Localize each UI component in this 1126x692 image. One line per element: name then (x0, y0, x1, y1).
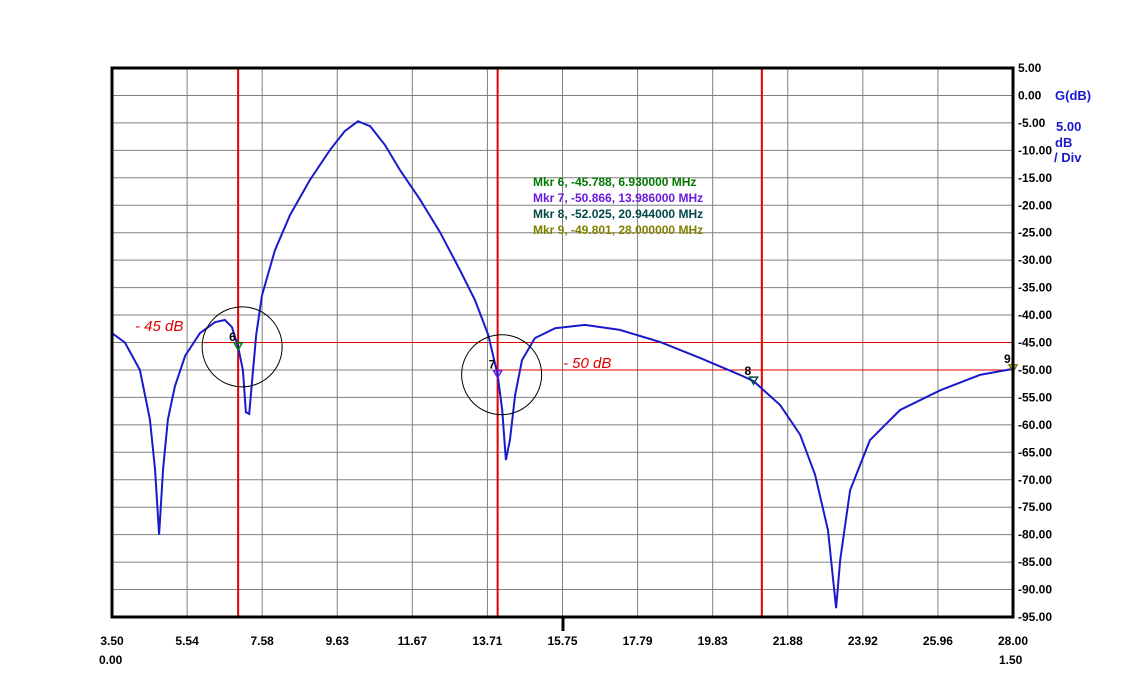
y-tick-label: -60.00 (1018, 418, 1052, 432)
y-tick-label: -45.00 (1018, 336, 1052, 350)
y-tick-label: -85.00 (1018, 555, 1052, 569)
y-tick-label: -30.00 (1018, 253, 1052, 267)
reference-lines: - 45 dB - 50 dB (135, 318, 1013, 372)
y-tick-label: -40.00 (1018, 308, 1052, 322)
x-tick-label: 7.58 (250, 634, 274, 648)
x-tick-label: 25.96 (923, 634, 953, 648)
x-tick-label: 3.50 (100, 634, 124, 648)
grid (112, 68, 1013, 617)
marker-readout: Mkr 9, -49.801, 28.000000 MHz (533, 223, 703, 237)
marker-8-label: 8 (745, 364, 752, 378)
marker-6-icon (232, 342, 244, 352)
x-tick-label: 11.67 (398, 634, 428, 648)
x-tick-label: 5.54 (175, 634, 199, 648)
y-axis-label: G(dB) (1055, 88, 1091, 103)
x-tick-label: 13.71 (472, 634, 502, 648)
x-tick-label: 28.00 (998, 634, 1028, 648)
x-tick-label: 17.79 (623, 634, 653, 648)
x-tick-label: 23.92 (848, 634, 878, 648)
reference-label: - 50 dB (563, 355, 611, 372)
x-secondary-right: 1.50 (999, 653, 1023, 667)
y-tick-label: -20.00 (1018, 198, 1052, 212)
y-tick-label: -70.00 (1018, 473, 1052, 487)
y-tick-label: 5.00 (1018, 61, 1042, 75)
y-tick-label: -25.00 (1018, 226, 1052, 240)
marker-readout: Mkr 8, -52.025, 20.944000 MHz (533, 207, 703, 221)
y-tick-label: -55.00 (1018, 390, 1052, 404)
marker-readout: Mkr 7, -50.866, 13.986000 MHz (533, 191, 703, 205)
y-tick-label: -50.00 (1018, 363, 1052, 377)
y-tick-label: -10.00 (1018, 143, 1052, 157)
y-tick-label: -5.00 (1018, 116, 1046, 130)
markers: 6 7 8 9 (201, 306, 1019, 416)
y-tick-labels: 5.00 0.00 -5.00 -10.00 -15.00 -20.00 -25.00 -30… (1018, 61, 1052, 624)
y-tick-label: -35.00 (1018, 281, 1052, 295)
scale-value: 5.00 (1056, 119, 1081, 134)
x-secondary-left: 0.00 (99, 653, 123, 667)
y-tick-label: -75.00 (1018, 500, 1052, 514)
x-tick-labels: 3.50 5.54 7.58 9.63 11.67 13.71 15.75 17.79 19.8… (100, 634, 1028, 648)
marker-readouts: Mkr 6, -45.788, 6.930000 MHz Mkr 7, -50.8… (533, 175, 703, 237)
marker-highlight-circle (201, 306, 283, 388)
marker-readout: Mkr 6, -45.788, 6.930000 MHz (533, 175, 696, 189)
marker-highlight-circle (461, 334, 543, 416)
scale-per-div: / Div (1054, 150, 1082, 165)
y-tick-label: -15.00 (1018, 171, 1052, 185)
marker-7-label: 7 (489, 358, 496, 372)
marker-6-label: 6 (229, 330, 236, 344)
x-tick-label: 15.75 (547, 634, 577, 648)
y-tick-label: 0.00 (1018, 88, 1042, 102)
x-tick-label: 19.83 (698, 634, 728, 648)
y-tick-label: -65.00 (1018, 445, 1052, 459)
y-tick-label: -80.00 (1018, 528, 1052, 542)
marker-8-icon (748, 376, 759, 386)
x-tick-label: 21.88 (773, 634, 803, 648)
x-tick-label: 9.63 (326, 634, 350, 648)
y-tick-label: -90.00 (1018, 583, 1052, 597)
y-tick-label: -95.00 (1018, 610, 1052, 624)
scale-unit: dB (1055, 135, 1072, 150)
series-line-gain (111, 120, 1014, 609)
marker-9-label: 9 (1004, 352, 1011, 366)
marker-7-icon (492, 369, 503, 380)
reference-label: - 45 dB (135, 318, 183, 335)
